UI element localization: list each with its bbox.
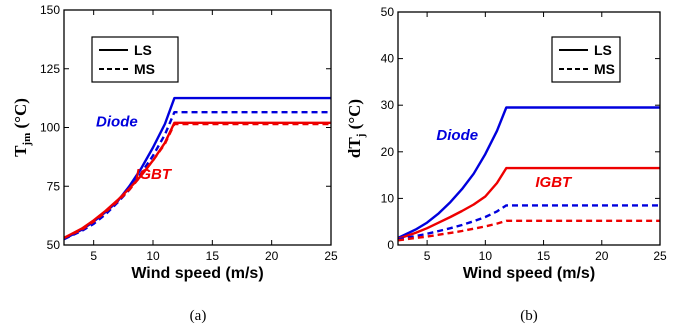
series-line-igbt-ls xyxy=(397,166,660,241)
annotation-diode: Diode xyxy=(436,127,478,144)
y-tick-label: 50 xyxy=(381,5,395,19)
y-tick-label: 75 xyxy=(47,179,61,193)
legend-label-ls: LS xyxy=(134,42,152,58)
series-line-diode-ms xyxy=(397,204,660,241)
x-axis-label: Wind speed (m/s) xyxy=(131,265,263,282)
x-tick-label: 25 xyxy=(324,249,338,263)
chart-panel-b: 5 10 15 20 25 0 10 20 30 40 50 Wind speed (m/s) dTj … xyxy=(345,5,667,324)
x-axis-label: Wind speed (m/s) xyxy=(463,265,595,282)
annotation-diode: Diode xyxy=(96,113,138,130)
x-tick-label: 20 xyxy=(595,249,609,263)
y-tick-label: 150 xyxy=(40,3,60,17)
y-tick-label: 100 xyxy=(40,121,60,135)
x-tick-label: 15 xyxy=(206,249,220,263)
y-tick-label: 10 xyxy=(381,191,395,205)
annotation-igbt: IGBT xyxy=(135,166,173,183)
y-axis-label: dTj (°C) xyxy=(345,99,367,158)
series-line-diode-ms xyxy=(63,110,331,241)
chart-panel-a: 5 10 15 20 25 50 75 100 125 150 Wind speed (m/s) Tj… xyxy=(11,3,338,324)
y-tick-label: 30 xyxy=(381,98,395,112)
series-line-igbt-ms xyxy=(397,219,660,242)
y-tick-label: 0 xyxy=(387,238,394,252)
panel-caption: (b) xyxy=(520,308,538,324)
legend-label-ls: LS xyxy=(594,42,612,58)
x-tick-label: 20 xyxy=(265,249,279,263)
y-axis-label: Tjm (°C) xyxy=(11,98,33,157)
x-tick-label: 5 xyxy=(90,249,97,263)
x-tick-label: 5 xyxy=(424,249,431,263)
x-tick-label: 15 xyxy=(537,249,551,263)
y-tick-label: 50 xyxy=(47,238,61,252)
plot-frame xyxy=(397,11,661,246)
y-tick-label: 20 xyxy=(381,145,395,159)
y-tick-label: 40 xyxy=(381,52,395,66)
x-tick-label: 10 xyxy=(146,249,160,263)
legend-label-ms: MS xyxy=(134,61,155,77)
legend-box xyxy=(91,36,179,83)
series-line-igbt-ls xyxy=(63,121,331,239)
x-tick-label: 25 xyxy=(653,249,667,263)
legend-label-ms: MS xyxy=(594,61,615,77)
annotation-igbt: IGBT xyxy=(535,174,573,191)
legend-box xyxy=(551,36,621,83)
series-line-diode-ls xyxy=(397,106,660,240)
panel-caption: (a) xyxy=(190,308,207,324)
y-tick-label: 125 xyxy=(40,62,60,76)
series-line-igbt-ms xyxy=(63,122,331,239)
x-tick-label: 10 xyxy=(479,249,493,263)
